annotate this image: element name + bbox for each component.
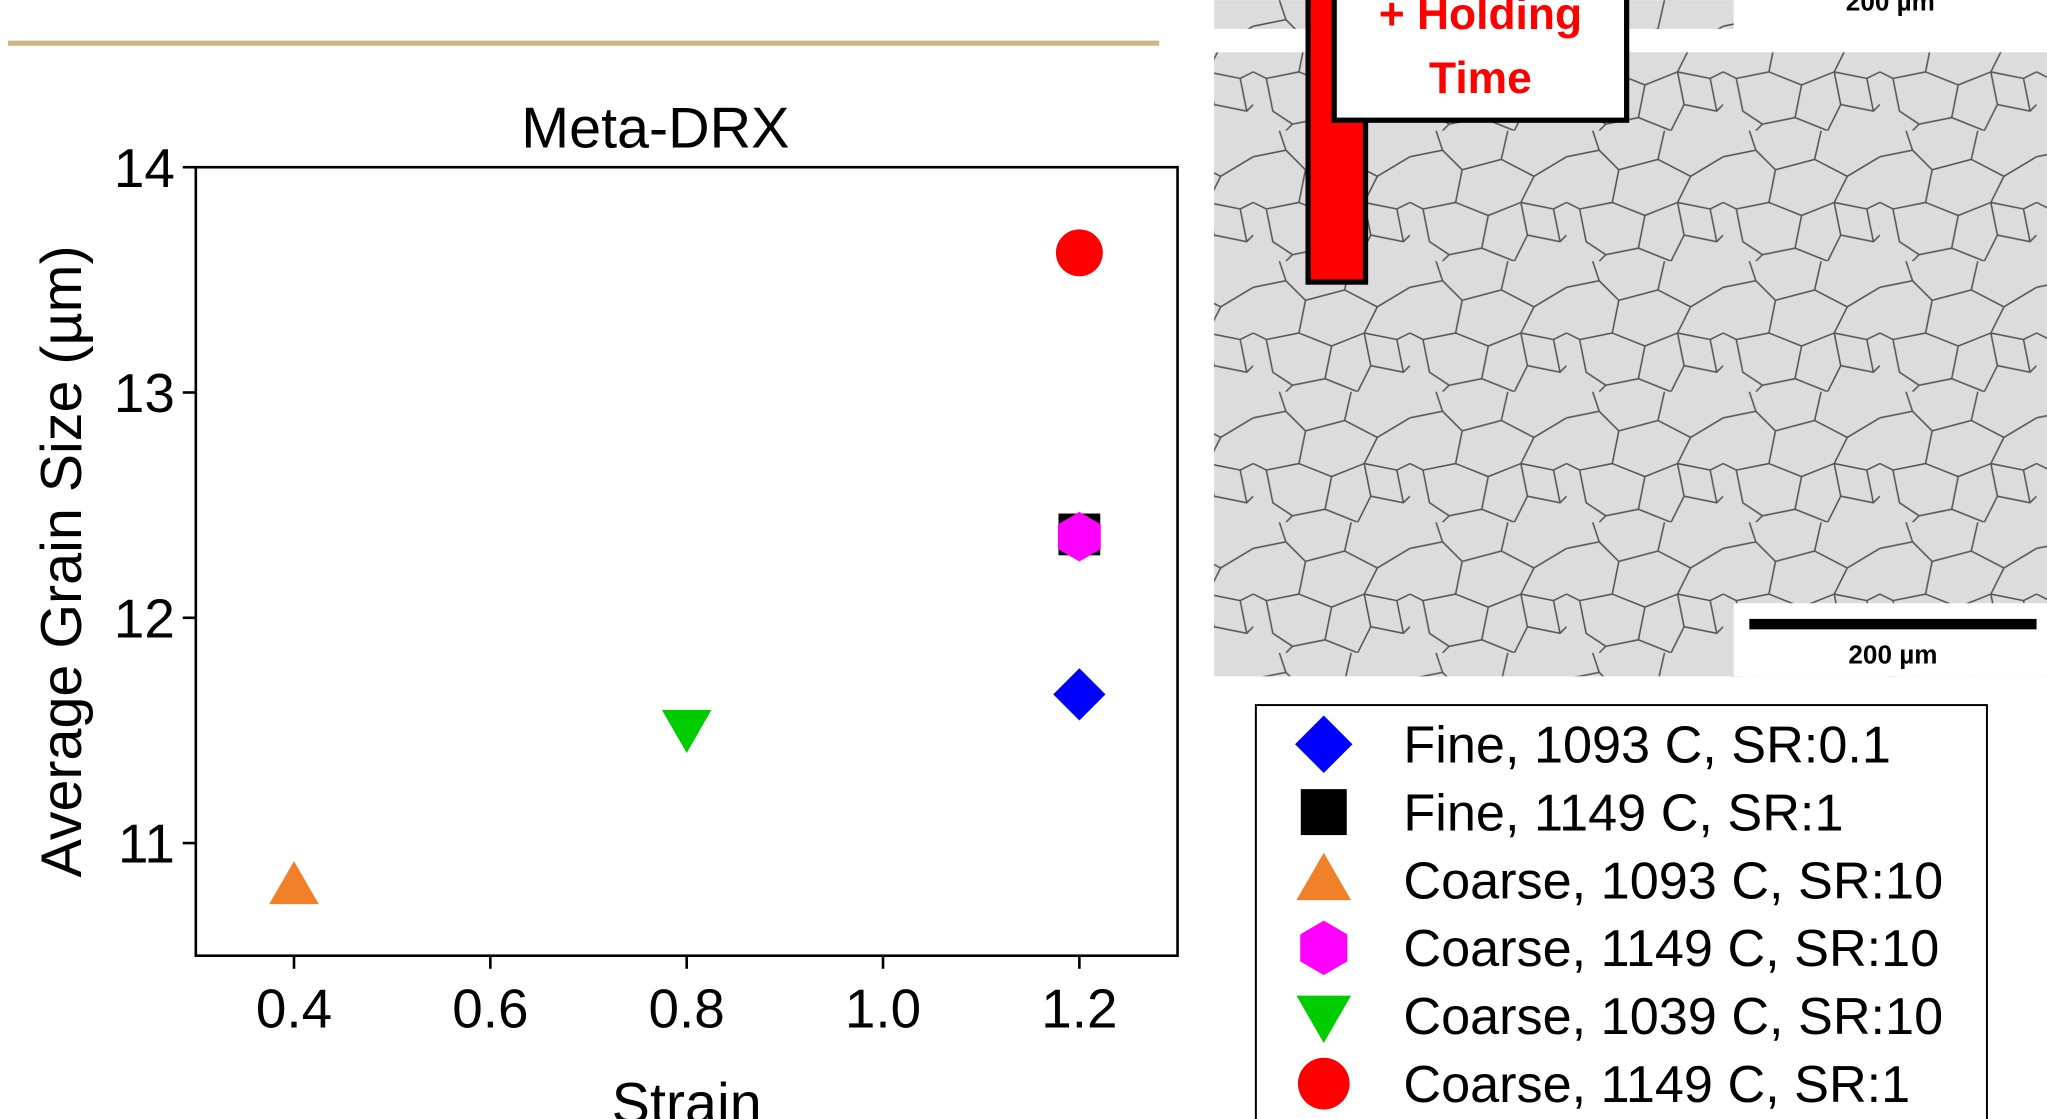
legend-label: Coarse, 1149 C, SR:1 bbox=[1403, 1056, 1910, 1114]
scale-box bbox=[1733, 603, 2047, 677]
legend-marker bbox=[1295, 715, 1353, 773]
data-point bbox=[269, 861, 319, 905]
y-tick-label: 13 bbox=[114, 362, 175, 424]
annotation: Time bbox=[1429, 54, 1532, 103]
legend-marker bbox=[1296, 995, 1352, 1044]
annotation: + Holding bbox=[1379, 0, 1582, 39]
x-tick-label: 0.8 bbox=[649, 978, 725, 1040]
x-tick-label: 0.6 bbox=[452, 978, 528, 1040]
legend-label: Coarse, 1093 C, SR:10 bbox=[1403, 852, 1943, 910]
legend-marker bbox=[1297, 1057, 1350, 1110]
data-point bbox=[661, 709, 712, 753]
legend-label: Fine, 1149 C, SR:1 bbox=[1403, 784, 1843, 842]
label-box bbox=[1331, 0, 1630, 123]
x-axis-label: Strain bbox=[612, 1072, 762, 1119]
y-axis-label: Average Grain Size (µm) bbox=[30, 245, 94, 877]
legend-label: Fine, 1093 C, SR:0.1 bbox=[1403, 717, 1891, 775]
legend bbox=[1254, 704, 1988, 1119]
scale-label: 200 µm bbox=[1846, 0, 1935, 17]
data-point bbox=[1057, 511, 1101, 562]
scale-label: 200 µm bbox=[1848, 639, 1937, 669]
x-tick-label: 1.2 bbox=[1041, 978, 1117, 1040]
y-tick-label: 14 bbox=[114, 137, 175, 199]
legend-marker bbox=[1300, 789, 1347, 836]
legend-marker bbox=[1300, 920, 1348, 976]
scale-bar bbox=[1749, 618, 2037, 630]
x-tick-label: 1.0 bbox=[845, 978, 921, 1040]
y-tick-label: 11 bbox=[118, 813, 175, 875]
legend-label: Coarse, 1039 C, SR:10 bbox=[1403, 988, 1943, 1046]
data-point bbox=[1053, 668, 1106, 721]
data-point bbox=[1055, 229, 1103, 277]
legend-label: Coarse, 1149 C, SR:10 bbox=[1403, 920, 1939, 978]
x-tick-label: 0.4 bbox=[256, 978, 332, 1040]
plot-frame bbox=[194, 165, 1179, 958]
y-tick-label: 12 bbox=[114, 587, 175, 649]
legend-marker bbox=[1296, 852, 1352, 901]
chart-title: Meta-DRX bbox=[521, 97, 789, 161]
